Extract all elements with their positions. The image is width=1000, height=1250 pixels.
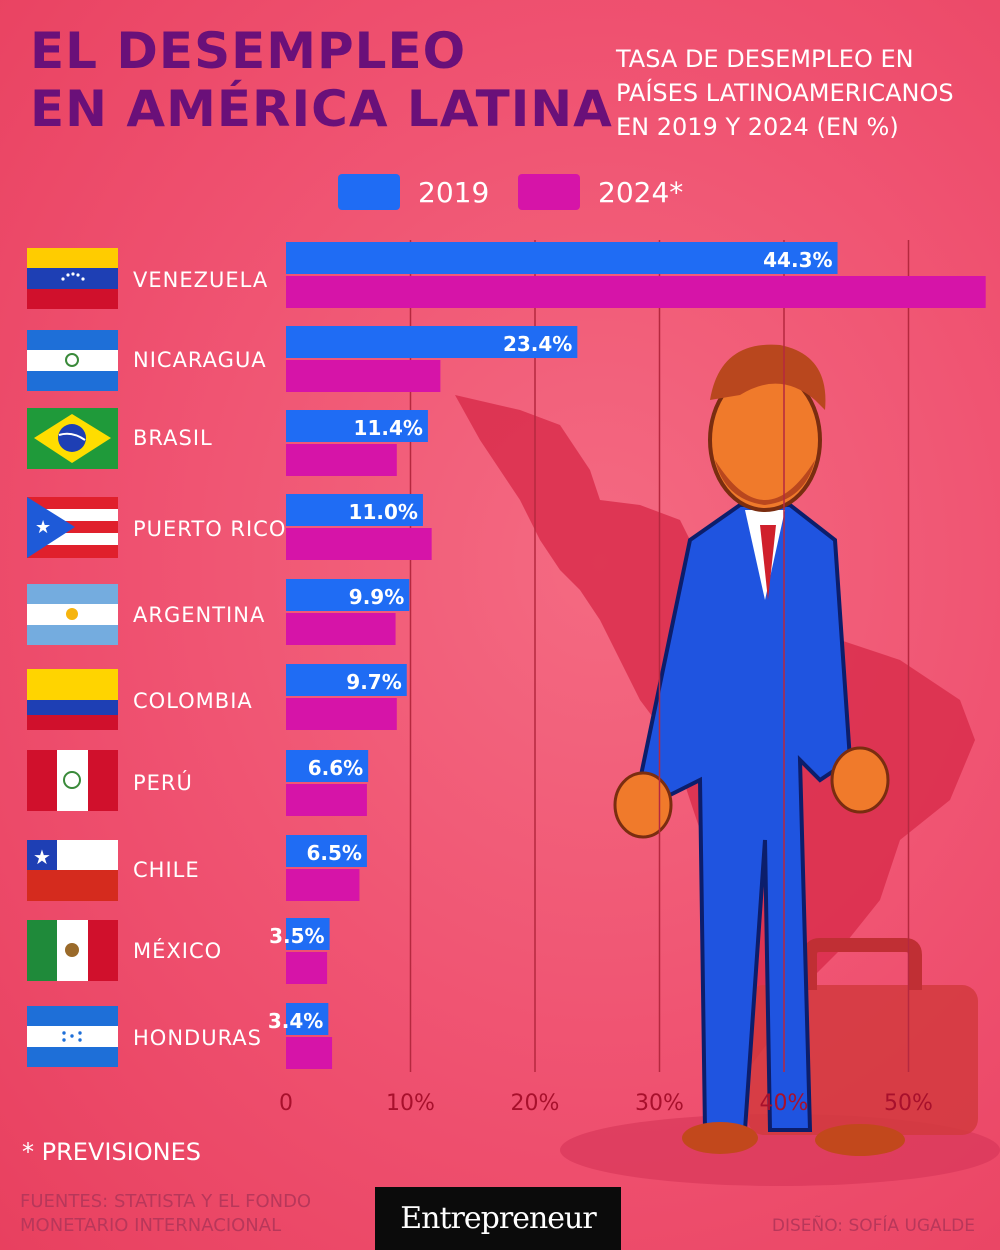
honduras-flag — [27, 1006, 118, 1067]
bar-value-label: 3.5% — [269, 924, 324, 948]
country-label-brasil: BRASIL — [133, 426, 213, 450]
argentina-flag — [27, 584, 118, 645]
x-tick-label: 10% — [386, 1091, 435, 1116]
nicaragua-flag — [27, 330, 118, 391]
bar-2019 — [286, 835, 367, 867]
bar-value-label: 3.4% — [268, 1009, 323, 1033]
bar-2024 — [286, 528, 432, 560]
bar-2024 — [286, 784, 367, 816]
legend-item-2024: 2024* — [518, 174, 683, 210]
bar-2024 — [286, 698, 397, 730]
x-tick-label: 20% — [511, 1091, 560, 1116]
subtitle-line-2: PAÍSES LATINOAMERICANOS — [616, 79, 954, 107]
mexico-flag — [27, 920, 118, 981]
bar-2024 — [286, 276, 986, 308]
bar-value-label: 44.3% — [763, 248, 832, 272]
design-credit: DISEÑO: SOFÍA UGALDE — [771, 1216, 975, 1236]
puerto-rico-flag: ★ — [27, 497, 118, 558]
country-label-colombia: COLOMBIA — [133, 689, 253, 713]
grid-lines — [409, 240, 910, 1072]
title-line-1: EL DESEMPLEO — [30, 22, 467, 80]
country-label-puerto-rico: PUERTO RICO — [133, 517, 287, 541]
bar-2024 — [286, 952, 328, 984]
x-tick-label: 0 — [279, 1091, 293, 1116]
bar-2019 — [286, 242, 838, 274]
bar-2019 — [286, 750, 369, 782]
country-label-argentina: ARGENTINA — [133, 603, 266, 627]
bar-2019 — [286, 579, 410, 611]
entrepreneur-logo: Entrepreneur — [375, 1187, 621, 1250]
legend-swatch-2019 — [338, 174, 400, 210]
bar-value-label: 6.5% — [306, 841, 361, 865]
chile-flag: ★ — [27, 840, 118, 901]
bar-2024 — [286, 869, 360, 901]
subtitle-line-1: TASA DE DESEMPLEO EN — [616, 45, 914, 73]
country-label-chile: CHILE — [133, 858, 200, 882]
bar-2024 — [286, 613, 396, 645]
footnote: * PREVISIONES — [22, 1138, 201, 1166]
colombia-flag — [27, 669, 118, 730]
bars: 44.3% 23.4% 11.4% 11.0% 9.9% 9.7% 6.6% 6.5% 3.5%… — [268, 242, 986, 1069]
country-label-mexico: MÉXICO — [133, 939, 223, 963]
brasil-flag — [27, 408, 118, 469]
chart-subtitle: TASA DE DESEMPLEO EN PAÍSES LATINOAMERIC… — [616, 42, 986, 144]
bar-2019 — [286, 410, 428, 442]
bar-value-label: 11.0% — [349, 500, 418, 524]
bar-value-label: 6.6% — [308, 756, 363, 780]
sources: FUENTES: STATISTA Y EL FONDO MONETARIO I… — [20, 1191, 312, 1236]
country-label-nicaragua: NICARAGUA — [133, 348, 267, 372]
bar-value-label: 9.7% — [346, 670, 401, 694]
x-tick-label: 40% — [760, 1091, 809, 1116]
legend-label-2024: 2024* — [598, 175, 684, 209]
bar-2024 — [286, 1037, 333, 1069]
x-tick-label: 50% — [884, 1091, 933, 1116]
bar-2019 — [286, 326, 578, 358]
peru-flag — [27, 750, 118, 811]
venezuela-flag — [27, 248, 118, 309]
bar-2024 — [286, 444, 397, 476]
page-title: EL DESEMPLEO EN AMÉRICA LATINA — [30, 22, 613, 138]
legend-label-2019: 2019 — [418, 175, 490, 209]
legend-item-2019: 2019 — [338, 174, 489, 210]
svg-text:★: ★ — [33, 845, 51, 869]
bar-value-label: 23.4% — [503, 332, 572, 356]
subtitle-line-3: EN 2019 Y 2024 (EN %) — [616, 113, 899, 141]
legend-swatch-2024 — [518, 174, 580, 210]
country-label-venezuela: VENEZUELA — [133, 268, 269, 292]
country-label-honduras: HONDURAS — [133, 1026, 263, 1050]
bar-2019 — [286, 1003, 329, 1035]
title-line-2: EN AMÉRICA LATINA — [30, 80, 613, 138]
x-axis-ticks: 0 10% 20% 30% 40% 50% — [279, 1091, 933, 1116]
bar-2019 — [286, 664, 407, 696]
bar-value-label: 11.4% — [354, 416, 423, 440]
country-label-peru: PERÚ — [133, 771, 193, 795]
bar-2019 — [286, 918, 330, 950]
bar-value-label: 9.9% — [349, 585, 404, 609]
x-tick-label: 30% — [635, 1091, 684, 1116]
businessman-illustration — [560, 344, 1000, 1186]
svg-text:★: ★ — [35, 517, 51, 538]
bar-2024 — [286, 360, 441, 392]
bar-2019 — [286, 494, 423, 526]
